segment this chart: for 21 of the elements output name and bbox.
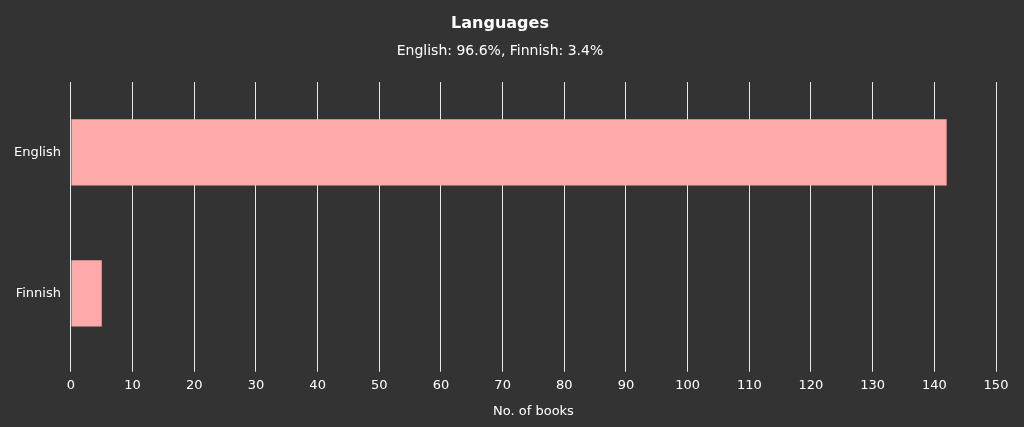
x-tick-label: 0 (66, 376, 76, 392)
x-axis-title: No. of books (493, 402, 575, 418)
x-tick-label: 150 (983, 376, 1009, 392)
x-tick-label: 70 (494, 376, 511, 392)
x-tick-label: 60 (432, 376, 450, 392)
x-tick-label: 110 (736, 376, 762, 392)
x-tick-label: 80 (556, 376, 573, 392)
x-tick-label: 50 (371, 376, 388, 392)
x-tick-label: 130 (860, 376, 886, 392)
x-tick-label: 140 (921, 376, 947, 392)
x-tick-label: 20 (186, 376, 203, 392)
y-tick-label: English (13, 143, 61, 159)
x-tick-label: 120 (798, 376, 824, 392)
x-tick-label: 100 (675, 376, 701, 392)
x-tick-label: 90 (617, 376, 635, 392)
chart-title: Languages (451, 12, 549, 32)
x-tick-label: 40 (309, 376, 326, 392)
y-tick-label: Finnish (15, 284, 61, 300)
chart-subtitle: English: 96.6%, Finnish: 3.4% (396, 42, 604, 59)
x-tick-label: 10 (124, 376, 141, 392)
x-tick-label: 30 (247, 376, 265, 392)
